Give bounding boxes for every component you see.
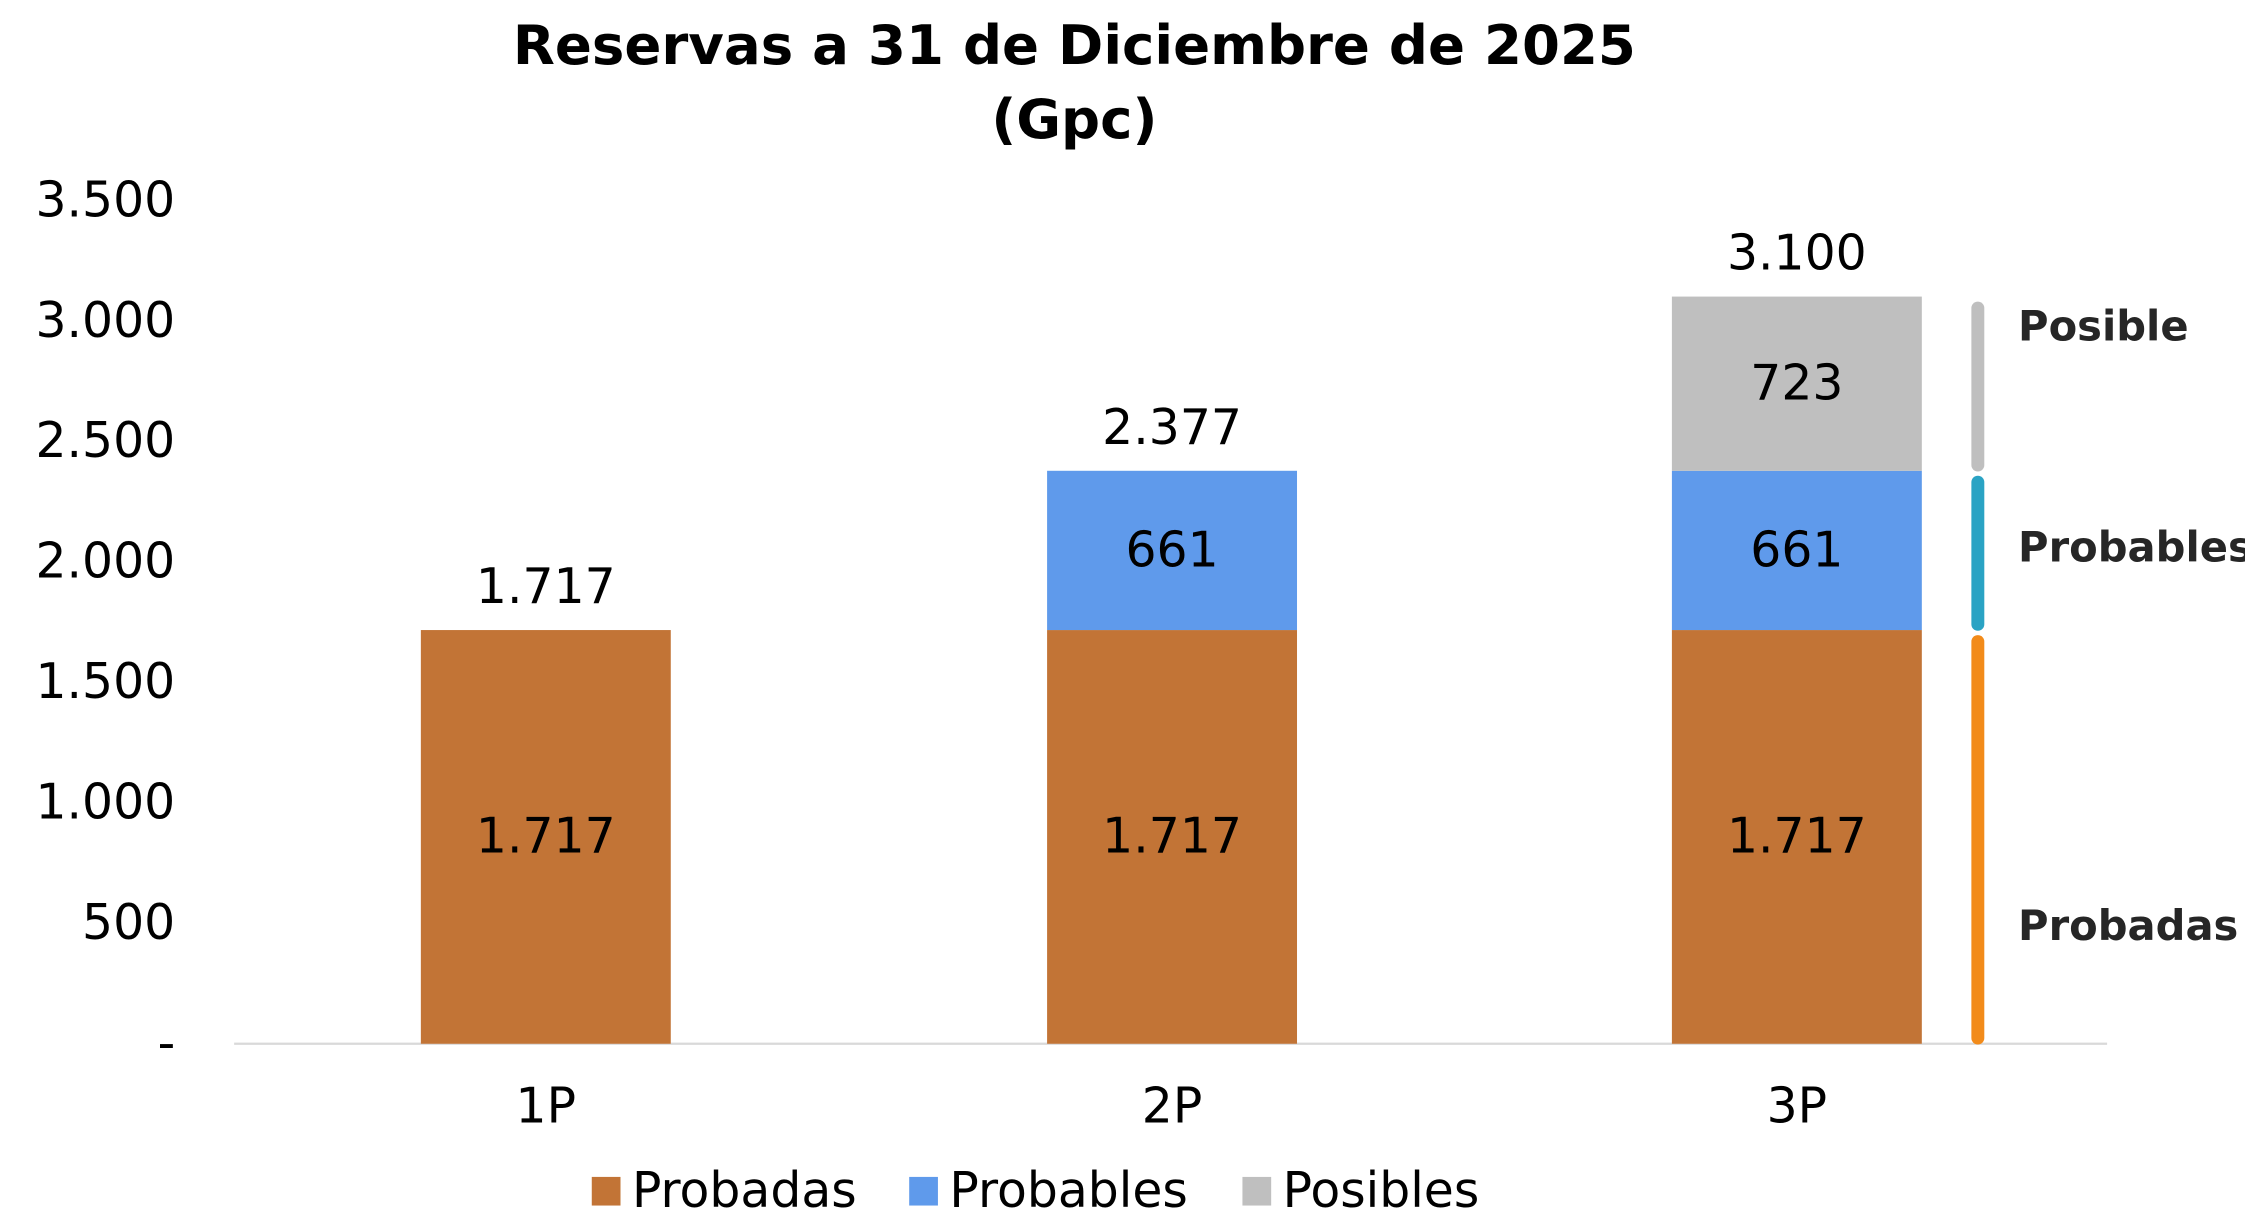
legend-label: Posibles [1283, 1163, 1480, 1217]
legend-swatch [1242, 1176, 1272, 1206]
bracket-label: Probables [2018, 522, 2245, 571]
segment-label: 1.717 [1102, 809, 1242, 865]
x-tick-label: 3P [1767, 1079, 1828, 1135]
y-tick-label: - [158, 1016, 176, 1072]
y-tick-label: 1.000 [35, 775, 175, 831]
x-tick-label: 1P [516, 1079, 577, 1135]
legend-swatch [909, 1176, 938, 1206]
total-label: 1.717 [476, 559, 616, 615]
segment-label: 723 [1750, 356, 1843, 412]
y-tick-label: 1.500 [35, 654, 175, 710]
y-tick-label: 500 [82, 895, 175, 951]
legend-swatch [591, 1176, 621, 1206]
segment-label: 661 [1125, 522, 1218, 578]
bar-segment [1671, 630, 1922, 1044]
chart-title: Reservas a 31 de Diciembre de 2025 [513, 13, 1636, 77]
segment-label: 1.717 [476, 809, 616, 865]
bar-segment [1047, 470, 1298, 631]
legend-label: Probadas [632, 1163, 857, 1217]
bracket-label: Probadas [2018, 901, 2238, 950]
total-label: 3.100 [1727, 226, 1867, 282]
y-tick-label: 3.500 [35, 172, 175, 228]
chart-subtitle: (Gpc) [991, 87, 1157, 151]
bar-segment [420, 630, 671, 1044]
y-tick-label: 2.500 [35, 413, 175, 469]
bar-segment [1671, 296, 1922, 471]
x-tick-label: 2P [1142, 1079, 1203, 1135]
bar-segment [1671, 470, 1922, 631]
bar-segment [1047, 630, 1298, 1044]
y-tick-label: 2.000 [35, 534, 175, 590]
segment-label: 1.717 [1727, 809, 1867, 865]
segment-label: 661 [1750, 522, 1843, 578]
y-tick-label: 3.000 [35, 293, 175, 349]
bracket-label: Posible [2018, 301, 2189, 350]
total-label: 2.377 [1102, 400, 1242, 456]
legend-label: Probables [949, 1163, 1187, 1217]
